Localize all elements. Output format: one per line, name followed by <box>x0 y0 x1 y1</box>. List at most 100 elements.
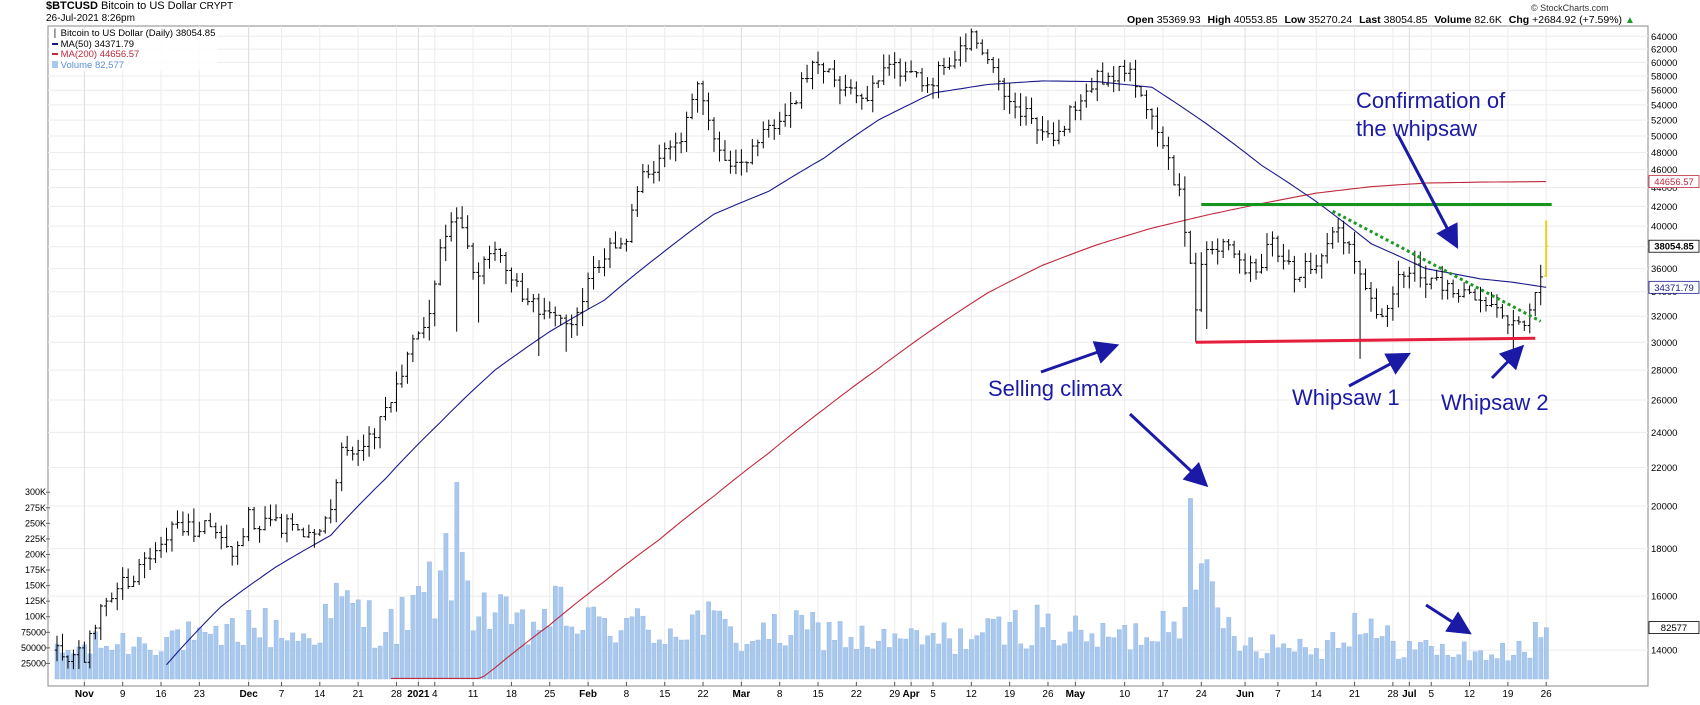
price-bar <box>1138 85 1144 97</box>
volume-bar <box>169 630 175 680</box>
volume-bar <box>438 570 443 680</box>
open-label: Open <box>1127 14 1154 26</box>
price-bar <box>963 33 969 63</box>
up-arrow-icon: ▲ <box>1624 15 1635 26</box>
volume-bar <box>399 596 405 680</box>
volume-bar <box>1522 651 1527 680</box>
volume-bar <box>432 618 438 680</box>
low-value: 35270.24 <box>1308 14 1353 26</box>
volume-bar <box>361 627 367 680</box>
price-bar <box>213 522 218 539</box>
volume-bar <box>585 607 591 680</box>
price-bar <box>509 267 514 293</box>
volume-bar <box>1472 651 1478 680</box>
price-bar <box>1352 231 1357 274</box>
x-tick-label: Mar <box>732 689 750 700</box>
volume-bar <box>268 647 274 680</box>
x-tick-label: 11 <box>468 689 479 700</box>
price-bar <box>1385 304 1390 327</box>
volume-bar <box>1018 643 1024 680</box>
price-tag-label: 34371.79 <box>1654 283 1694 294</box>
price-tick-label: 20000 <box>1651 502 1677 513</box>
price-bar <box>700 80 706 116</box>
volume-bar <box>1188 498 1193 680</box>
x-tick-label: 17 <box>1157 689 1169 700</box>
price-bar <box>1275 235 1281 263</box>
price-bar <box>273 504 279 522</box>
volume-bar <box>235 641 241 680</box>
x-tick-label: 12 <box>1464 689 1476 700</box>
price-bar <box>958 36 963 67</box>
price-bar <box>503 251 509 285</box>
volume-bar <box>514 612 520 680</box>
price-bar <box>1538 264 1543 306</box>
price-bar <box>1034 117 1040 144</box>
x-tick-label: 26 <box>1042 689 1054 700</box>
volume-bar <box>421 592 427 680</box>
price-bar <box>1450 279 1456 298</box>
x-tick-label: 14 <box>1311 689 1323 700</box>
price-bar <box>246 506 251 542</box>
volume-bar <box>284 640 290 680</box>
price-bar <box>635 186 640 217</box>
volume-bar <box>262 608 268 680</box>
legend-ma200-text: MA(200) 44656.57 <box>60 49 140 60</box>
price-bar <box>344 435 350 456</box>
price-tick-label: 22000 <box>1651 463 1677 474</box>
volume-bar <box>903 638 909 680</box>
volume-bar <box>1483 659 1489 680</box>
price-bar <box>1423 265 1428 299</box>
price-bar <box>914 71 919 78</box>
price-bar <box>465 215 470 249</box>
volume-bar <box>1007 622 1013 680</box>
volume-bar <box>202 632 208 680</box>
price-bar <box>421 317 427 339</box>
volume-bar <box>711 610 717 680</box>
price-bar <box>1456 289 1461 303</box>
price-bar <box>1084 83 1089 108</box>
price-bar <box>629 203 635 243</box>
volume-bar <box>1533 622 1538 680</box>
volume-bar <box>1204 559 1210 680</box>
volume-bar <box>410 595 416 680</box>
price-bar <box>1023 96 1029 126</box>
volume-bar <box>624 618 629 680</box>
volume-bar <box>1029 645 1035 680</box>
x-tick-label: 15 <box>812 689 824 700</box>
price-bar <box>881 54 886 85</box>
price-bar <box>262 506 268 531</box>
price-tick-label: 46000 <box>1651 165 1677 176</box>
price-bar <box>1461 282 1467 298</box>
price-bar <box>388 402 394 413</box>
annotation-arrow <box>1040 341 1120 374</box>
price-bar <box>1259 253 1264 274</box>
price-bar <box>202 520 208 535</box>
price-bar <box>1001 77 1007 111</box>
x-tick-label: 23 <box>194 689 206 700</box>
price-bar <box>739 149 744 176</box>
price-bar <box>925 77 930 93</box>
price-bar <box>355 439 361 466</box>
price-tag-box <box>1648 280 1700 294</box>
volume-bar <box>1538 637 1544 680</box>
price-bar <box>136 558 142 585</box>
volume-bar <box>887 647 892 680</box>
price-bar <box>235 541 240 565</box>
price-bar <box>1407 266 1412 289</box>
volume-bar <box>1133 623 1139 680</box>
volume-bar <box>969 639 974 680</box>
price-bar <box>903 61 908 82</box>
legend: ⎥ Bitcoin to US Dollar (Daily) 38054.85 … <box>50 28 218 71</box>
price-bar <box>1182 176 1188 247</box>
price-bar <box>1434 269 1439 281</box>
volume-bar <box>657 639 662 680</box>
price-bar <box>1489 291 1494 308</box>
volume-bar <box>416 585 421 680</box>
volume-bar <box>470 630 476 680</box>
volume-tick-label: 25000 <box>21 658 46 668</box>
volume-bar <box>1226 617 1232 680</box>
volume-bar <box>777 643 783 680</box>
x-tick-label: May <box>1066 689 1086 700</box>
price-bar <box>1522 320 1527 331</box>
